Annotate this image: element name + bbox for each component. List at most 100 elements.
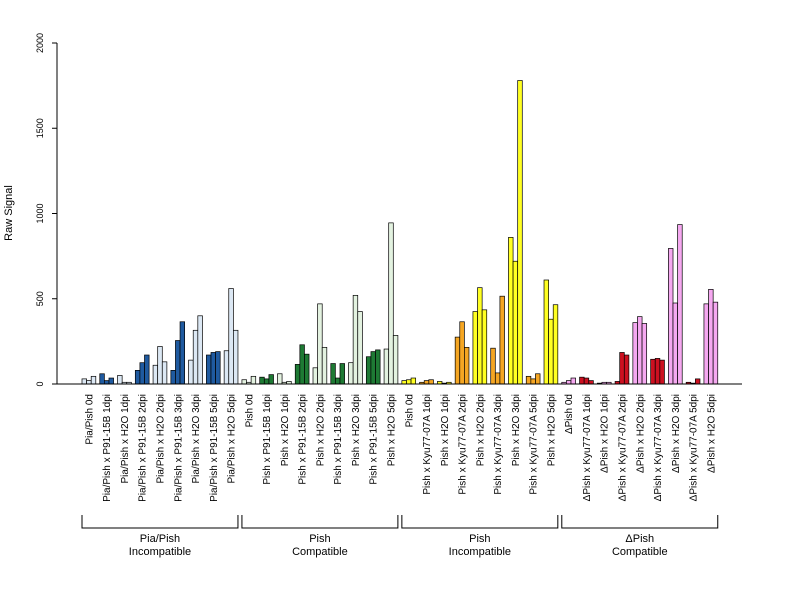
bar <box>428 379 434 385</box>
bar <box>233 329 239 385</box>
bar <box>375 349 381 385</box>
bar <box>566 380 572 385</box>
bar-cluster <box>206 351 221 385</box>
x-tick-label: Pia/Pish x H2O 3dpi <box>191 394 202 484</box>
bar <box>277 373 283 385</box>
bar-cluster <box>99 373 114 385</box>
x-axis: Pia/Pish 0d Pia/Pish x P91-15B 1dpi Pia/Pi… <box>57 383 742 502</box>
bar-cluster <box>685 378 701 385</box>
bar <box>570 377 576 385</box>
bar-cluster <box>668 224 683 385</box>
bar <box>157 346 163 385</box>
bar <box>454 336 461 385</box>
bar-cluster <box>188 315 203 385</box>
bar <box>104 380 110 385</box>
x-tick-label: Pish x H2O 2dpi <box>475 394 486 466</box>
bar-cluster <box>134 354 150 385</box>
x-tick-label: Pish x Kyu77-07A 1dpi <box>422 394 433 495</box>
bar-cluster <box>330 363 345 385</box>
group-bracket-line <box>561 515 719 529</box>
bar <box>161 361 168 385</box>
bar <box>654 358 661 385</box>
x-tick-label: Pish x P91-15B 5dpi <box>369 394 380 485</box>
bar <box>335 377 341 385</box>
bar <box>641 323 648 385</box>
x-tick-label: Pish 0d <box>404 394 415 427</box>
bar <box>170 370 176 385</box>
bar <box>197 315 203 385</box>
bar <box>512 260 519 385</box>
bar <box>588 380 594 385</box>
bar <box>530 378 536 385</box>
group-label-line1: Pish <box>309 533 330 545</box>
bar <box>81 378 87 385</box>
x-tick-label: Pia/Pish x P91-15B 1dpi <box>102 394 113 502</box>
bar <box>619 352 625 385</box>
bar-cluster <box>277 373 292 385</box>
bar <box>263 378 270 385</box>
group-bracket-line <box>401 515 559 529</box>
y-tick-label: 0 <box>35 381 45 386</box>
bar <box>410 377 417 385</box>
x-tick-label: Pia/Pish x P91-15B 5dpi <box>209 394 220 502</box>
bar <box>490 347 496 385</box>
bar-cluster <box>561 377 576 385</box>
x-tick-label: Pish x Kyu77-07A 3dpi <box>493 394 504 495</box>
bar <box>459 321 465 385</box>
bar <box>583 377 590 385</box>
y-tick-label: 1000 <box>35 203 45 223</box>
bar <box>499 295 505 385</box>
y-axis-label: Raw Signal <box>3 185 15 241</box>
bar-cluster <box>81 375 97 385</box>
x-tick-label: Pia/Pish x H2O 1dpi <box>120 394 131 484</box>
bar <box>304 353 310 385</box>
bar <box>632 322 638 385</box>
group-label-line2: Incompatible <box>129 546 191 558</box>
x-tick-label: ΔPish x H2O 2dpi <box>635 394 646 473</box>
group-bracket-line <box>241 515 399 529</box>
bar-cluster <box>525 373 541 385</box>
group-brackets: Pia/PishIncompatiblePishCompatiblePishIn… <box>81 515 719 558</box>
bar <box>464 346 470 385</box>
bar-cluster <box>294 344 310 385</box>
x-tick-label: Pia/Pish x H2O 5dpi <box>227 394 238 484</box>
bar <box>259 376 265 385</box>
x-tick-label: Pish 0d <box>244 394 255 427</box>
bar <box>365 356 372 385</box>
x-tick-label: Pish x H2O 5dpi <box>386 394 397 466</box>
bar-cluster <box>419 379 434 385</box>
bar <box>215 351 221 385</box>
group-label-line1: Pish <box>469 533 490 545</box>
x-tick-label: Pish x H2O 2dpi <box>315 394 326 466</box>
bar <box>175 340 181 385</box>
bar <box>579 376 585 385</box>
bar <box>677 224 683 385</box>
bar <box>223 350 230 385</box>
bar-cluster <box>223 288 239 385</box>
bar <box>535 373 541 385</box>
bar <box>90 375 97 385</box>
bar <box>250 375 257 385</box>
x-tick-label: Pish x H2O 1dpi <box>440 394 451 466</box>
group-label-line1: Pia/Pish <box>140 533 180 545</box>
group-label-line1: ΔPish <box>625 533 654 545</box>
x-tick-label: Pish x P91-15B 2dpi <box>298 394 309 485</box>
x-tick-label: ΔPish x Kyu77-07A 1dpi <box>582 394 593 501</box>
bar <box>477 287 483 385</box>
x-tick-label: Pish x Kyu77-07A 2dpi <box>458 394 469 495</box>
bar <box>228 288 234 385</box>
bar <box>548 318 554 385</box>
bar <box>86 380 92 385</box>
bar <box>206 354 212 385</box>
bar-cluster <box>170 321 186 385</box>
bar-cluster <box>632 316 648 385</box>
bar <box>192 329 199 385</box>
bar-cluster <box>259 374 274 385</box>
bar <box>650 358 656 385</box>
bar-cluster <box>543 279 559 385</box>
bar <box>494 372 501 385</box>
bar <box>392 335 399 385</box>
bar-cluster <box>508 80 523 385</box>
bar <box>241 379 247 385</box>
x-tick-label: Pish x P91-15B 3dpi <box>333 394 344 485</box>
